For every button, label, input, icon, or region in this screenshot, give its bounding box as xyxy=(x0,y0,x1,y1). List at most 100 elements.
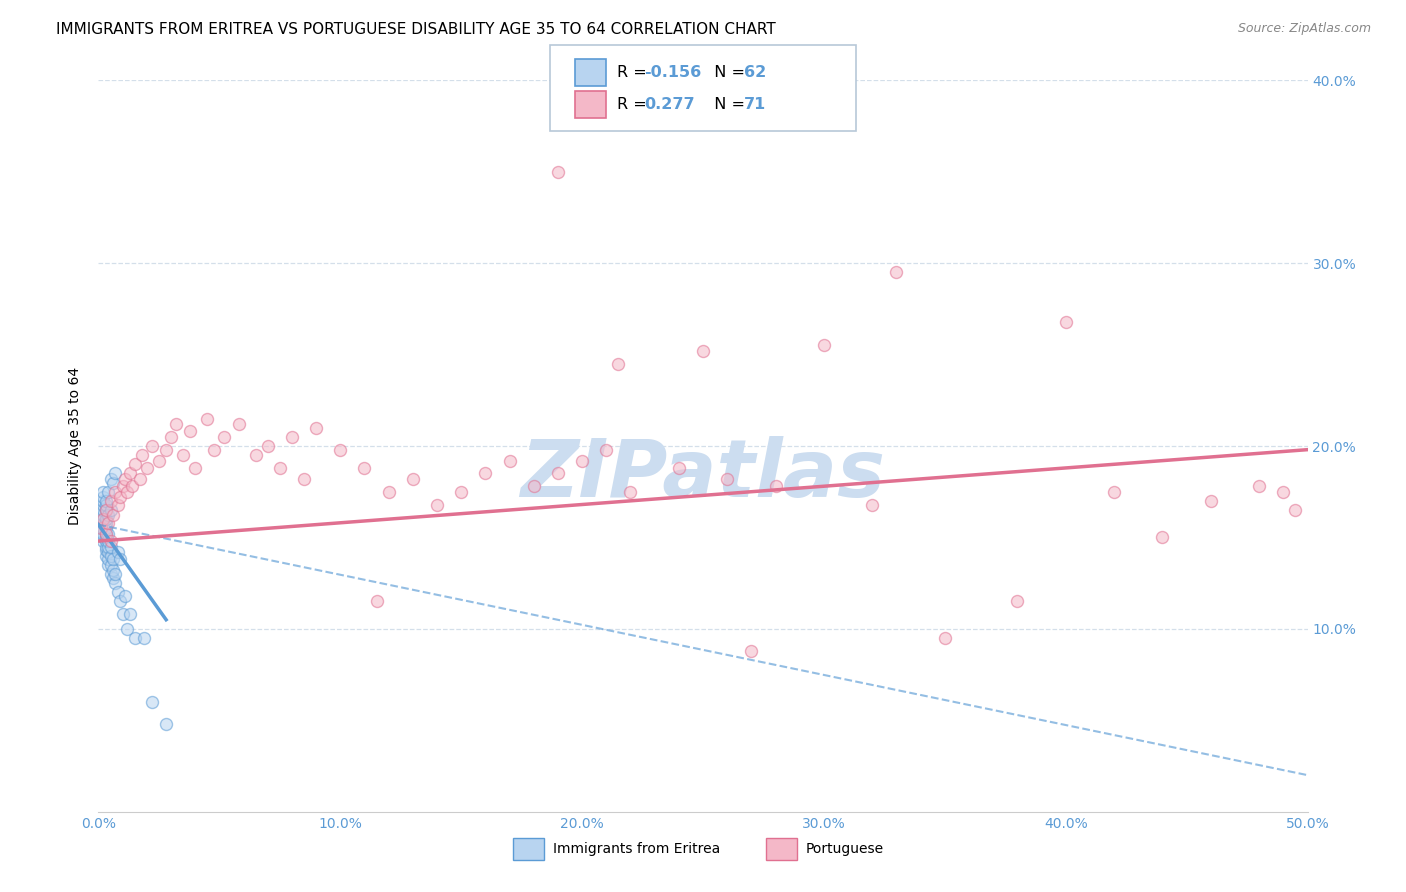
Point xyxy=(117,622,139,636)
Point xyxy=(90,521,112,535)
Point xyxy=(668,461,690,475)
Point xyxy=(155,717,177,731)
Point xyxy=(1199,494,1222,508)
Point xyxy=(97,552,120,566)
Point xyxy=(117,484,139,499)
Point xyxy=(91,494,114,508)
Point xyxy=(91,512,114,526)
Point xyxy=(94,516,117,530)
Text: N =: N = xyxy=(704,65,751,79)
Text: Source: ZipAtlas.com: Source: ZipAtlas.com xyxy=(1237,22,1371,36)
Point xyxy=(1007,594,1029,608)
Point xyxy=(100,558,122,572)
Point xyxy=(94,503,117,517)
Point xyxy=(94,494,117,508)
Point xyxy=(97,526,120,541)
Point xyxy=(860,498,883,512)
Point xyxy=(128,472,150,486)
Point xyxy=(450,484,472,499)
Point xyxy=(184,461,207,475)
Point xyxy=(523,479,546,493)
Point xyxy=(97,558,120,572)
Point xyxy=(97,540,120,554)
Point xyxy=(108,594,131,608)
Point xyxy=(135,461,157,475)
Point xyxy=(716,472,738,486)
Point xyxy=(91,484,114,499)
Point xyxy=(91,526,114,541)
Point xyxy=(1249,479,1271,493)
Point xyxy=(269,461,291,475)
Point xyxy=(90,521,112,535)
Point xyxy=(607,357,630,371)
Point xyxy=(212,430,235,444)
Point xyxy=(104,467,127,481)
Text: -0.156: -0.156 xyxy=(644,65,702,79)
Point xyxy=(101,508,124,523)
Point xyxy=(97,508,120,523)
Point xyxy=(94,503,117,517)
Point xyxy=(111,607,134,622)
Point xyxy=(1152,530,1174,544)
Point xyxy=(204,442,226,457)
Point xyxy=(245,448,267,462)
Point xyxy=(97,534,120,549)
Point xyxy=(571,453,593,467)
Text: R =: R = xyxy=(617,97,652,112)
Point xyxy=(100,549,122,563)
Point xyxy=(101,563,124,577)
Point xyxy=(94,549,117,563)
Point xyxy=(104,484,127,499)
Point xyxy=(886,265,908,279)
Point xyxy=(100,503,122,517)
Point xyxy=(155,442,177,457)
Point xyxy=(114,472,136,486)
Point xyxy=(934,631,956,645)
Point xyxy=(90,516,112,530)
Point xyxy=(765,479,787,493)
Text: 0.277: 0.277 xyxy=(644,97,695,112)
Point xyxy=(91,512,114,526)
Point xyxy=(97,545,120,559)
Point xyxy=(100,472,122,486)
Point xyxy=(329,442,352,457)
Point xyxy=(91,503,114,517)
Text: N =: N = xyxy=(704,97,751,112)
Point xyxy=(97,516,120,530)
Point xyxy=(353,461,375,475)
Y-axis label: Disability Age 35 to 64: Disability Age 35 to 64 xyxy=(69,367,83,525)
Point xyxy=(1272,484,1295,499)
Point xyxy=(91,534,114,549)
Point xyxy=(402,472,425,486)
Point xyxy=(94,543,117,558)
Point xyxy=(692,343,714,358)
Point xyxy=(101,475,124,490)
Point xyxy=(292,472,315,486)
Point xyxy=(91,498,114,512)
Point xyxy=(94,526,117,541)
Point xyxy=(141,439,163,453)
Point xyxy=(104,567,127,582)
Point xyxy=(91,490,114,504)
Point xyxy=(124,457,146,471)
Point xyxy=(595,442,617,457)
Point xyxy=(100,534,122,549)
Point xyxy=(118,607,141,622)
Point xyxy=(474,467,496,481)
Point xyxy=(108,552,131,566)
Point xyxy=(1284,503,1306,517)
Point xyxy=(426,498,449,512)
Text: Portuguese: Portuguese xyxy=(806,842,884,856)
Point xyxy=(90,512,112,526)
Text: 62: 62 xyxy=(744,65,766,79)
Text: ZIPatlas: ZIPatlas xyxy=(520,436,886,515)
Point xyxy=(111,479,134,493)
Point xyxy=(377,484,399,499)
Point xyxy=(305,421,328,435)
Point xyxy=(91,516,114,530)
Point xyxy=(94,521,117,535)
Point xyxy=(813,338,835,352)
Point xyxy=(179,425,201,439)
Text: IMMIGRANTS FROM ERITREA VS PORTUGUESE DISABILITY AGE 35 TO 64 CORRELATION CHART: IMMIGRANTS FROM ERITREA VS PORTUGUESE DI… xyxy=(56,22,776,37)
Point xyxy=(165,417,187,431)
